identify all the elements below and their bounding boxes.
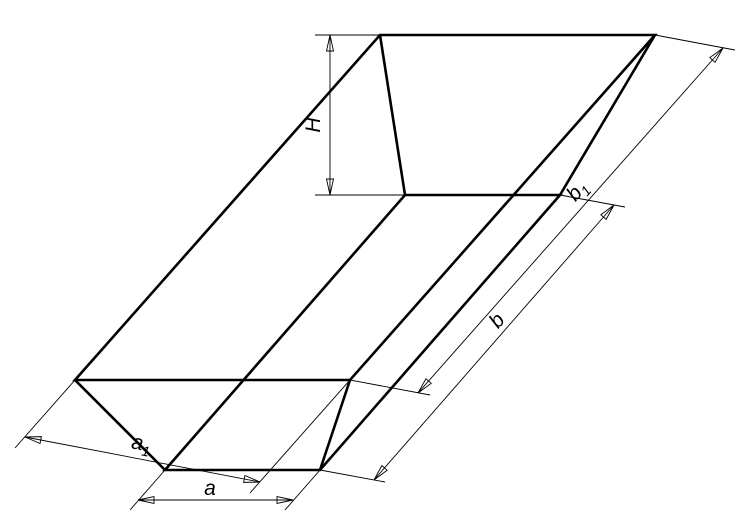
- ext-b-group: [320, 35, 735, 482]
- frustum-body: [75, 35, 655, 470]
- label-b1: b1: [562, 176, 594, 208]
- slant-edge-4: [380, 35, 405, 195]
- dim-b1: [415, 46, 725, 396]
- label-H: H: [302, 117, 325, 133]
- slant-edge-1: [75, 380, 165, 470]
- dim-b: [371, 203, 616, 483]
- slant-edge-2: [320, 380, 350, 470]
- top-rect: [75, 35, 655, 380]
- label-a: a: [204, 477, 216, 500]
- slant-edge-3: [560, 35, 655, 195]
